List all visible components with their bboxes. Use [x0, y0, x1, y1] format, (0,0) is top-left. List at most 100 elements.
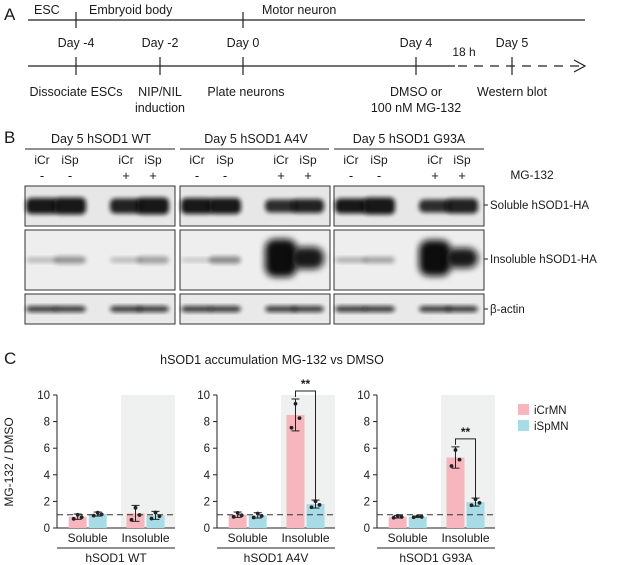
day-label: Day 5 [496, 36, 529, 50]
genotype-label: hSOD1 A4V [244, 551, 309, 565]
blot-band [265, 199, 297, 213]
lane-label: iCr [343, 153, 358, 167]
day-label: Day 0 [227, 36, 260, 50]
replicate-dot [399, 515, 404, 519]
blot-band [265, 306, 297, 312]
category-label: Insoluble [121, 531, 169, 545]
blot-title: Day 5 hSOD1 A4V [204, 132, 308, 146]
blot-band [419, 199, 451, 213]
phase-embryoid-body: Embryoid body [89, 3, 173, 17]
replicate-dot [239, 513, 244, 518]
blot-band [54, 256, 86, 264]
lane-label: iSp [144, 153, 162, 167]
event-dissociate: Dissociate ESCs [29, 85, 122, 99]
blot-band [209, 198, 241, 214]
replicate-dot [251, 515, 256, 520]
blot-band [26, 306, 58, 312]
blot-row [333, 229, 485, 291]
day-label: Day -4 [58, 36, 95, 50]
treatment-sign: - [377, 168, 381, 183]
y-axis-title: MG-132 / DMSO [2, 417, 16, 506]
panel-a-letter: A [4, 5, 16, 24]
blot-row [333, 185, 485, 227]
day-label: Day -2 [142, 36, 179, 50]
insoluble-shade [121, 395, 175, 528]
genotype-label: hSOD1 WT [85, 551, 147, 565]
bar-ispmn-soluble [88, 514, 107, 528]
y-tick-label: 4 [44, 470, 51, 482]
replicate-dot [297, 416, 302, 421]
blot-band [419, 240, 451, 276]
blot-band [335, 257, 367, 263]
blot-title: Day 5 hSOD1 G93A [353, 132, 466, 146]
category-label: Soluble [68, 531, 108, 545]
blot-title: Day 5 hSOD1 WT [51, 132, 151, 146]
blot-band [363, 197, 395, 215]
lane-label: iCr [34, 153, 49, 167]
lane-label: iSp [216, 153, 234, 167]
replicate-dot [79, 515, 84, 520]
blot-band [110, 198, 142, 214]
treatment-sign: + [149, 168, 157, 183]
y-tick-label: 0 [44, 523, 50, 535]
blot-band [181, 306, 213, 312]
blot-band [181, 258, 213, 262]
event-western-blot: Western blot [477, 85, 547, 99]
panel-b: B Day 5 hSOD1 WT Day 5 hSOD1 A4V Day 5 h… [4, 128, 597, 325]
bar-chart-3: 0 2 4 6 8 10 Soluble Insoluble ** hSOD1 G93A [357, 390, 495, 565]
treatment-sign: - [40, 168, 44, 183]
event-nip-line1: NIP/NIL [138, 85, 182, 99]
significance-bracket [455, 438, 476, 501]
blot-band [26, 198, 58, 214]
phase-esc: ESC [34, 3, 60, 17]
legend-label-ispmn: iSpMN [534, 421, 569, 433]
treatment-sign: - [349, 168, 353, 183]
lane-labels: iCr-iSp-iCr+iSp+iCr-iSp-iCr+iSp+iCr-iSp-… [34, 153, 471, 183]
y-tick-label: 8 [364, 417, 370, 429]
blot-band [110, 306, 142, 312]
y-tick-label: 2 [204, 496, 210, 508]
blot-band [209, 256, 241, 264]
y-tick-label: 2 [364, 496, 370, 508]
y-tick-label: 10 [37, 390, 50, 402]
day-label: Day 4 [400, 36, 433, 50]
replicate-dot [289, 425, 294, 430]
y-tick-label: 4 [364, 470, 371, 482]
bar-icrmn-insoluble [286, 414, 305, 528]
blot-band [137, 256, 169, 264]
bar-ispmn-insoluble [466, 502, 485, 528]
chart-title: hSOD1 accumulation MG-132 vs DMSO [160, 353, 384, 367]
significance-stars: ** [301, 377, 311, 391]
blot-band [446, 248, 478, 268]
blot-band [26, 257, 58, 263]
bar-ispmn-soluble [408, 516, 427, 528]
event-nip-line2: induction [135, 101, 185, 115]
interval-label: 18 h [452, 45, 475, 59]
bar-icrmn-soluble [68, 516, 87, 528]
panel-a: A ESC Embryoid body Motor neuron Day -4 … [4, 3, 587, 115]
treatment-label: MG-132 [510, 168, 554, 182]
blot-band [446, 198, 478, 214]
blot-row [24, 293, 176, 325]
lane-label: iSp [370, 153, 388, 167]
treatment-sign: + [304, 168, 312, 183]
y-tick-label: 4 [204, 470, 211, 482]
legend-swatch-icrmn [518, 404, 529, 415]
treatment-sign: + [431, 168, 439, 183]
genotype-label: hSOD1 G93A [399, 551, 472, 565]
blot-row [179, 229, 331, 291]
row-label-actin: β-actin [490, 304, 525, 316]
bar-charts: 0 2 4 6 8 10 Soluble Insoluble hSOD1 WT 0 2 4 6 8 10 So… [37, 377, 495, 565]
y-tick-label: 6 [44, 443, 50, 455]
blot-band [419, 306, 451, 312]
blot-band [265, 239, 297, 277]
blot-band [363, 257, 395, 263]
replicate-dot [235, 510, 240, 515]
event-dmso-line1: DMSO or [390, 85, 442, 99]
panel-c-letter: C [4, 349, 16, 368]
blot-band [137, 197, 169, 215]
treatment-sign: - [68, 168, 72, 183]
blot-band [181, 198, 213, 214]
lane-label: iCr [189, 153, 204, 167]
